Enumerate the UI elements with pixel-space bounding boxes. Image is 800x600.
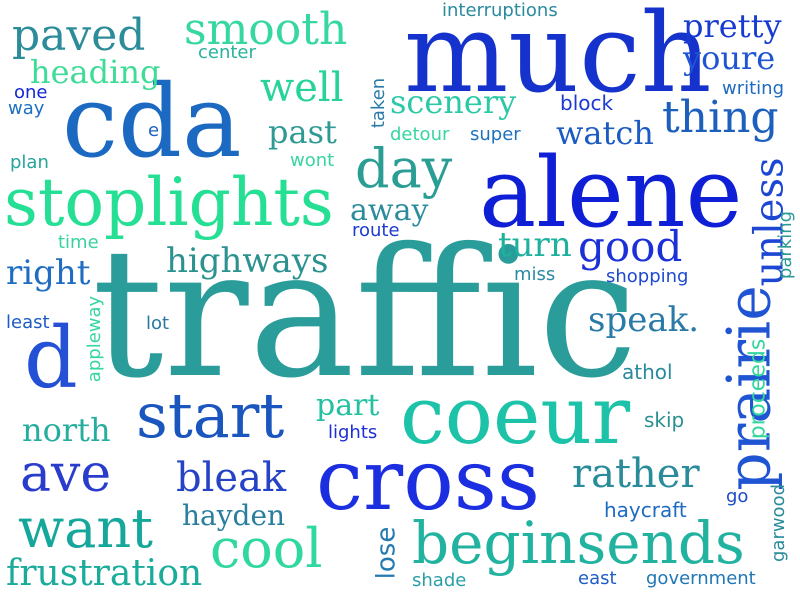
word-time: time xyxy=(58,232,99,253)
word-away: away xyxy=(350,193,429,228)
word-thing: thing xyxy=(662,92,779,143)
word-well: well xyxy=(260,65,344,111)
word-turn: turn xyxy=(498,225,572,265)
word-go: go xyxy=(726,486,749,507)
word-beginsends: beginsends xyxy=(412,509,745,577)
word-part: part xyxy=(316,388,380,423)
word-smooth: smooth xyxy=(184,4,348,55)
word-hayden: hayden xyxy=(182,499,286,532)
word-route: route xyxy=(352,220,400,241)
word-one: one xyxy=(14,82,48,103)
word-least: least xyxy=(6,312,50,333)
word-speak: speak. xyxy=(588,300,700,340)
word-heading: heading xyxy=(30,53,161,91)
word-writing: writing xyxy=(722,78,785,99)
word-garwood-vertical: garwood xyxy=(768,483,790,563)
word-haycraft: haycraft xyxy=(604,498,687,522)
word-appleway-vertical: appleway xyxy=(84,295,106,383)
word-past: past xyxy=(268,113,337,151)
word-detour: detour xyxy=(390,124,450,145)
word-good: good xyxy=(578,222,683,271)
word-pretty: pretty xyxy=(683,7,782,45)
word-super: super xyxy=(470,124,521,145)
word-east: east xyxy=(578,568,617,589)
word-prairie: start xyxy=(136,379,285,452)
word-stoplights: stoplights xyxy=(4,164,334,241)
word-cool: cool xyxy=(210,517,323,580)
word-cda: cda xyxy=(62,63,242,180)
word-athol: athol xyxy=(622,360,673,384)
word-shade: shade xyxy=(412,570,467,591)
word-block: block xyxy=(560,91,614,115)
word-want: want xyxy=(18,497,153,560)
word-center: center xyxy=(198,42,256,63)
word-lose-vertical: lose xyxy=(371,526,402,580)
word-ave: ave xyxy=(20,444,112,504)
word-taken-vertical: taken xyxy=(368,77,390,129)
word-lights: lights xyxy=(328,422,378,443)
word-skip: skip xyxy=(644,408,685,432)
word-traffic: traffic xyxy=(92,210,638,417)
word-interruptions: interruptions xyxy=(442,0,558,21)
word-government: government xyxy=(646,568,756,589)
word-paved: paved xyxy=(12,10,146,61)
word-day: day xyxy=(355,137,453,200)
word-youre: youre xyxy=(683,39,776,77)
word-scenery: scenery xyxy=(390,83,517,121)
word-alene: alene xyxy=(479,137,743,249)
word-plan: plan xyxy=(10,152,49,173)
word-parking-vertical: parking xyxy=(775,210,797,280)
word-lot: lot xyxy=(146,313,170,334)
word-coeur: coeur xyxy=(400,369,631,462)
word-d: d xyxy=(24,309,78,407)
word-shopping: shopping xyxy=(606,266,689,287)
word-proceeds-vertical: proceeds xyxy=(745,338,771,440)
word-wont: wont xyxy=(290,150,335,171)
word-much: much xyxy=(404,0,712,117)
word-north: north xyxy=(22,411,111,449)
word-highways: highways xyxy=(166,241,329,281)
word-cross: cross xyxy=(316,431,540,529)
word-way: way xyxy=(8,98,45,119)
word-bleak: bleak xyxy=(176,455,287,501)
word-right: right xyxy=(6,253,91,293)
word-watch: watch xyxy=(556,114,654,152)
word-miss: miss xyxy=(514,264,556,285)
word-frustration: frustration xyxy=(6,553,203,594)
word-rather: rather xyxy=(572,451,700,497)
word-e: e xyxy=(148,120,160,141)
